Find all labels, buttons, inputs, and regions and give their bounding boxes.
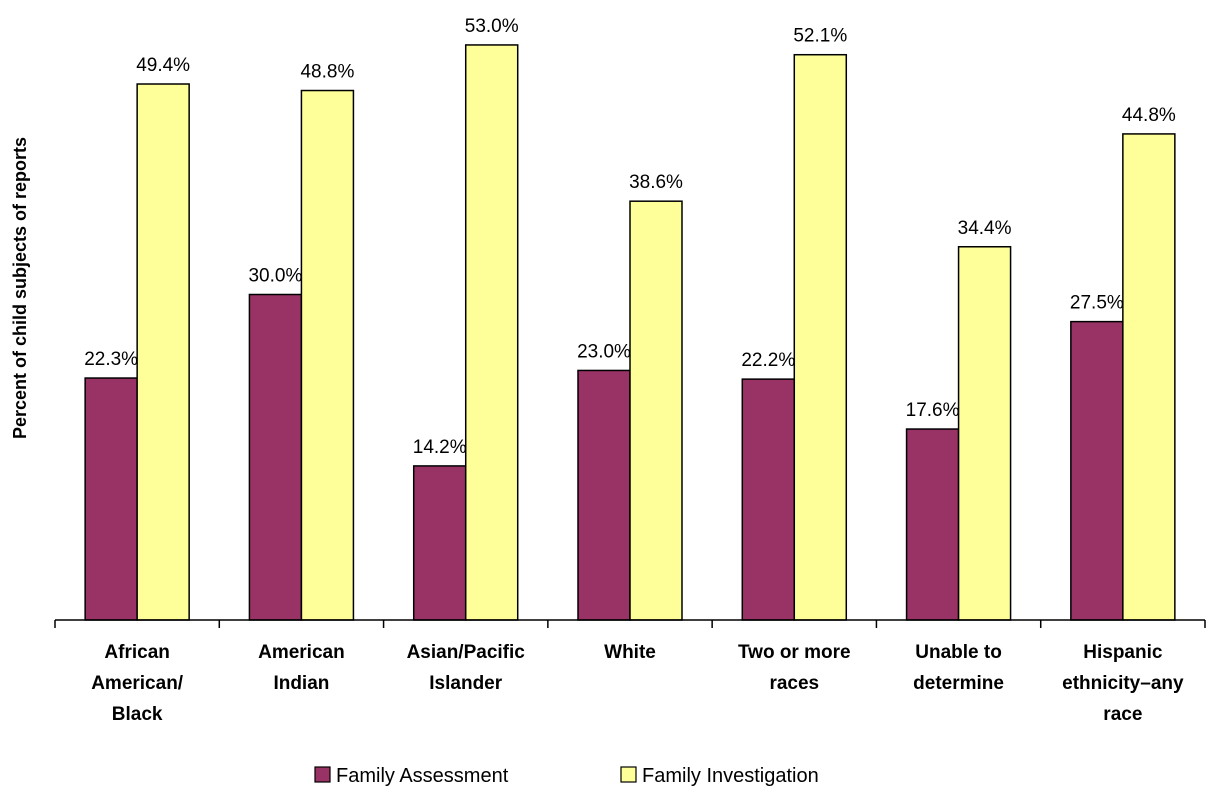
- x-tick-label-1: American Indian: [258, 642, 345, 694]
- y-axis-label: Percent of child subjects of reports: [10, 137, 30, 439]
- x-tick-label-6: Hispanic ethnicity–any race: [1062, 642, 1184, 725]
- x-tick-label-line: Indian: [273, 673, 329, 694]
- bar-family-investigation-0: [137, 84, 189, 620]
- x-tick-label-5: Unable to determine: [913, 642, 1004, 694]
- data-label-family-assessment-0: 22.3%: [84, 349, 138, 370]
- x-tick-label-line: determine: [913, 673, 1004, 694]
- bar-family-investigation-3: [630, 201, 682, 620]
- data-label-family-assessment-3: 23.0%: [577, 341, 631, 362]
- data-label-family-investigation-3: 38.6%: [629, 172, 683, 193]
- x-tick-label-line: White: [604, 642, 656, 663]
- legend-swatch-family-assessment: [315, 767, 330, 782]
- data-label-family-assessment-6: 27.5%: [1070, 293, 1124, 314]
- legend-label-family-investigation: Family Investigation: [642, 765, 819, 787]
- bars-group: [85, 45, 1175, 620]
- bar-family-assessment-2: [414, 466, 466, 620]
- data-label-family-investigation-0: 49.4%: [136, 55, 190, 76]
- data-label-family-assessment-1: 30.0%: [248, 266, 302, 287]
- x-tick-label-line: Islander: [429, 673, 502, 694]
- x-tick-label-line: Unable to: [915, 642, 1002, 663]
- x-tick-label-line: Black: [112, 704, 163, 725]
- x-axis: [55, 620, 1205, 628]
- data-label-family-investigation-1: 48.8%: [300, 62, 354, 83]
- legend-swatch-family-investigation: [621, 767, 636, 782]
- bar-family-assessment-5: [907, 429, 959, 620]
- legend-label-family-assessment: Family Assessment: [336, 765, 509, 787]
- x-tick-label-4: Two or more races: [738, 642, 851, 694]
- x-tick-label-line: American: [258, 642, 345, 663]
- x-tick-label-line: American/: [91, 673, 184, 694]
- x-tick-label-2: Asian/Pacific Islander: [407, 642, 526, 694]
- x-tick-label-3: White: [604, 642, 656, 663]
- bar-family-investigation-2: [466, 45, 518, 620]
- bar-family-assessment-1: [249, 295, 301, 621]
- data-label-family-investigation-6: 44.8%: [1122, 105, 1176, 126]
- bar-family-investigation-5: [959, 247, 1011, 620]
- x-tick-label-line: ethnicity–any: [1062, 673, 1184, 694]
- data-label-family-investigation-5: 34.4%: [958, 218, 1012, 239]
- data-label-family-assessment-5: 17.6%: [906, 400, 960, 421]
- bar-family-assessment-6: [1071, 322, 1123, 620]
- bar-family-assessment-4: [742, 379, 794, 620]
- data-label-family-assessment-4: 22.2%: [741, 350, 795, 371]
- x-tick-label-0: African American/Black: [91, 642, 184, 725]
- bar-family-assessment-0: [85, 378, 137, 620]
- bar-family-investigation-6: [1123, 134, 1175, 620]
- x-tick-label-line: African: [104, 642, 169, 663]
- x-tick-label-line: Asian/Pacific: [407, 642, 526, 663]
- bar-family-investigation-4: [794, 55, 846, 620]
- x-tick-label-line: race: [1103, 704, 1142, 725]
- x-tick-label-line: races: [769, 673, 819, 694]
- bar-family-investigation-1: [301, 91, 353, 620]
- x-tick-labels: African American/Black American Indian Asian…: [91, 642, 1184, 725]
- bar-family-assessment-3: [578, 370, 630, 620]
- data-label-family-investigation-4: 52.1%: [793, 26, 847, 47]
- x-tick-label-line: Hispanic: [1083, 642, 1163, 663]
- data-label-family-investigation-2: 53.0%: [465, 16, 519, 37]
- x-tick-label-line: Two or more: [738, 642, 851, 663]
- legend: Family Assessment Family Investigation: [315, 765, 819, 787]
- data-label-family-assessment-2: 14.2%: [413, 437, 467, 458]
